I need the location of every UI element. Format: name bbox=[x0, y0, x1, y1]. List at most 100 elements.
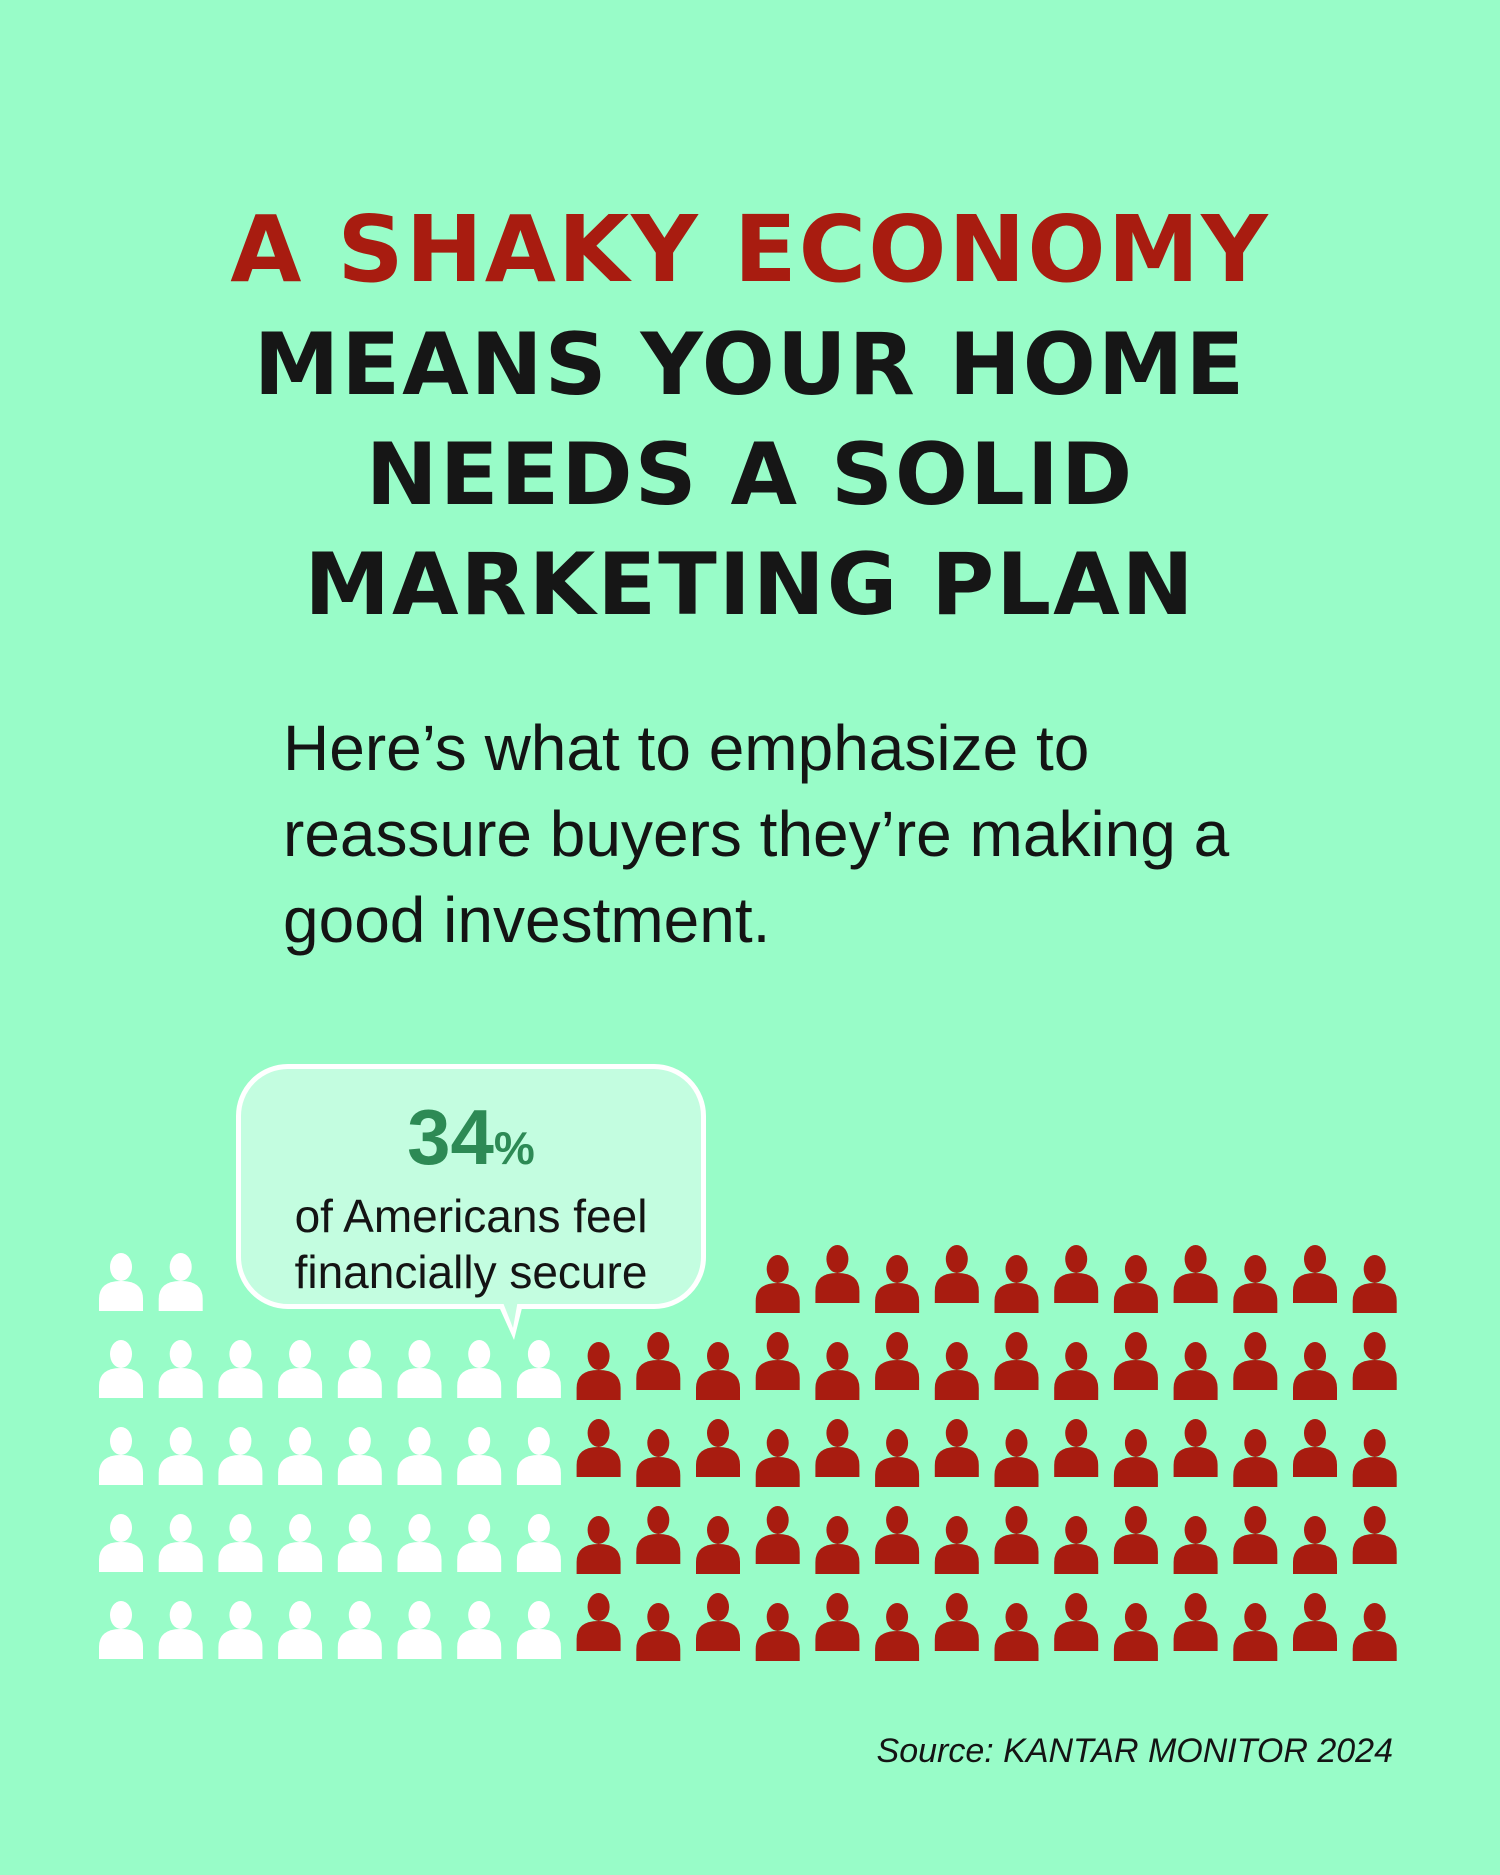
person-icon-secure bbox=[337, 1601, 382, 1659]
person-icon-secure bbox=[516, 1601, 561, 1659]
person-icon-secure bbox=[337, 1427, 382, 1485]
person-icon-secure bbox=[337, 1514, 382, 1572]
person-icon-not-secure bbox=[576, 1419, 621, 1477]
person-icon-not-secure bbox=[1352, 1332, 1397, 1390]
person-icon-not-secure bbox=[1293, 1593, 1337, 1651]
person-icon-not-secure bbox=[576, 1516, 621, 1574]
person-icon-not-secure bbox=[1113, 1255, 1158, 1313]
person-icon-not-secure bbox=[934, 1419, 979, 1477]
stat-percent: 34% bbox=[241, 1097, 701, 1188]
person-icon-not-secure bbox=[1352, 1429, 1397, 1487]
person-icon-not-secure bbox=[755, 1506, 800, 1564]
headline-line-3: NEEDS A SOLID bbox=[365, 425, 1135, 525]
headline-line-4: MARKETING PLAN bbox=[304, 535, 1196, 635]
person-icon-not-secure bbox=[815, 1245, 860, 1303]
person-icon-not-secure bbox=[1113, 1603, 1158, 1661]
person-icon-not-secure bbox=[1054, 1419, 1099, 1477]
person-icon-not-secure bbox=[1113, 1332, 1158, 1390]
person-icon-secure bbox=[158, 1340, 203, 1398]
person-icon-secure bbox=[158, 1427, 203, 1485]
person-icon-secure bbox=[218, 1427, 263, 1485]
person-icon-secure bbox=[457, 1427, 502, 1485]
person-icon-not-secure bbox=[636, 1603, 681, 1661]
person-icon-not-secure bbox=[1293, 1245, 1337, 1303]
person-icon-not-secure bbox=[1352, 1255, 1397, 1313]
person-icon-not-secure bbox=[576, 1342, 621, 1400]
person-icon-not-secure bbox=[696, 1593, 740, 1651]
person-icon-secure bbox=[99, 1601, 143, 1659]
person-icon-not-secure bbox=[636, 1332, 681, 1390]
subtitle: Here’s what to emphasize to reassure buy… bbox=[283, 712, 1230, 956]
person-icon-secure bbox=[397, 1514, 442, 1572]
person-icon-not-secure bbox=[934, 1245, 979, 1303]
person-icon-secure bbox=[457, 1340, 502, 1398]
person-icon-secure bbox=[99, 1514, 143, 1572]
person-icon-not-secure bbox=[875, 1255, 920, 1313]
person-icon-not-secure bbox=[1173, 1593, 1218, 1651]
person-icon-not-secure bbox=[1173, 1342, 1218, 1400]
person-icon-secure bbox=[397, 1601, 442, 1659]
person-icon-not-secure bbox=[934, 1593, 979, 1651]
person-icon-not-secure bbox=[1173, 1245, 1218, 1303]
person-icon-secure bbox=[516, 1514, 561, 1572]
person-icon-not-secure bbox=[1352, 1506, 1397, 1564]
person-icon-secure bbox=[278, 1427, 323, 1485]
person-icon-secure bbox=[397, 1340, 442, 1398]
speech-bubble-tail-fill bbox=[502, 1300, 518, 1328]
person-icon-not-secure bbox=[636, 1429, 681, 1487]
stat-value: 34 bbox=[407, 1093, 494, 1181]
person-icon-secure bbox=[218, 1514, 263, 1572]
person-icon-secure bbox=[337, 1340, 382, 1398]
stat-caption-line-2: financially secure bbox=[294, 1246, 648, 1298]
person-icon-not-secure bbox=[1293, 1342, 1337, 1400]
person-icon-secure bbox=[158, 1514, 203, 1572]
person-icon-not-secure bbox=[934, 1342, 979, 1400]
speech-bubble: 34% of Americans feel financially secure bbox=[236, 1064, 706, 1309]
person-icon-secure bbox=[158, 1601, 203, 1659]
person-icon-not-secure bbox=[1054, 1593, 1099, 1651]
person-icon-not-secure bbox=[755, 1603, 800, 1661]
person-icon-not-secure bbox=[875, 1332, 920, 1390]
person-icon-not-secure bbox=[755, 1332, 800, 1390]
person-icon-not-secure bbox=[994, 1506, 1039, 1564]
person-icon-not-secure bbox=[696, 1419, 740, 1477]
person-icon-not-secure bbox=[815, 1342, 860, 1400]
person-icon-not-secure bbox=[1233, 1332, 1278, 1390]
person-icon-not-secure bbox=[696, 1342, 740, 1400]
person-icon-not-secure bbox=[1173, 1419, 1218, 1477]
person-icon-not-secure bbox=[994, 1603, 1039, 1661]
person-icon-not-secure bbox=[994, 1332, 1039, 1390]
person-icon-not-secure bbox=[696, 1516, 740, 1574]
person-icon-not-secure bbox=[576, 1593, 621, 1651]
person-icon-not-secure bbox=[1233, 1506, 1278, 1564]
person-icon-not-secure bbox=[934, 1516, 979, 1574]
person-icon-secure bbox=[278, 1514, 323, 1572]
person-icon-not-secure bbox=[1293, 1516, 1337, 1574]
headline-line-2: MEANS YOUR HOME bbox=[253, 315, 1247, 415]
person-icon-not-secure bbox=[875, 1429, 920, 1487]
person-icon-secure bbox=[278, 1601, 323, 1659]
person-icon-not-secure bbox=[815, 1593, 860, 1651]
person-icon-secure bbox=[99, 1340, 143, 1398]
source-note: Source: KANTAR MONITOR 2024 bbox=[876, 1732, 1393, 1770]
person-icon-not-secure bbox=[1233, 1603, 1278, 1661]
person-icon-secure bbox=[397, 1427, 442, 1485]
person-icon-not-secure bbox=[1233, 1429, 1278, 1487]
headline-line-1: A SHAKY ECONOMY bbox=[230, 196, 1270, 303]
person-icon-not-secure bbox=[1173, 1516, 1218, 1574]
person-icon-not-secure bbox=[1054, 1342, 1099, 1400]
person-icon-not-secure bbox=[1233, 1255, 1278, 1313]
person-icon-secure bbox=[218, 1601, 263, 1659]
person-icon-not-secure bbox=[1293, 1419, 1337, 1477]
person-icon-secure bbox=[457, 1514, 502, 1572]
person-icon-secure bbox=[516, 1340, 561, 1398]
person-icon-secure bbox=[99, 1253, 143, 1311]
person-icon-secure bbox=[99, 1427, 143, 1485]
person-icon-not-secure bbox=[815, 1516, 860, 1574]
person-icon-not-secure bbox=[875, 1603, 920, 1661]
stat-unit: % bbox=[493, 1122, 535, 1174]
person-icon-not-secure bbox=[755, 1255, 800, 1313]
person-icon-secure bbox=[278, 1340, 323, 1398]
person-icon-not-secure bbox=[755, 1429, 800, 1487]
